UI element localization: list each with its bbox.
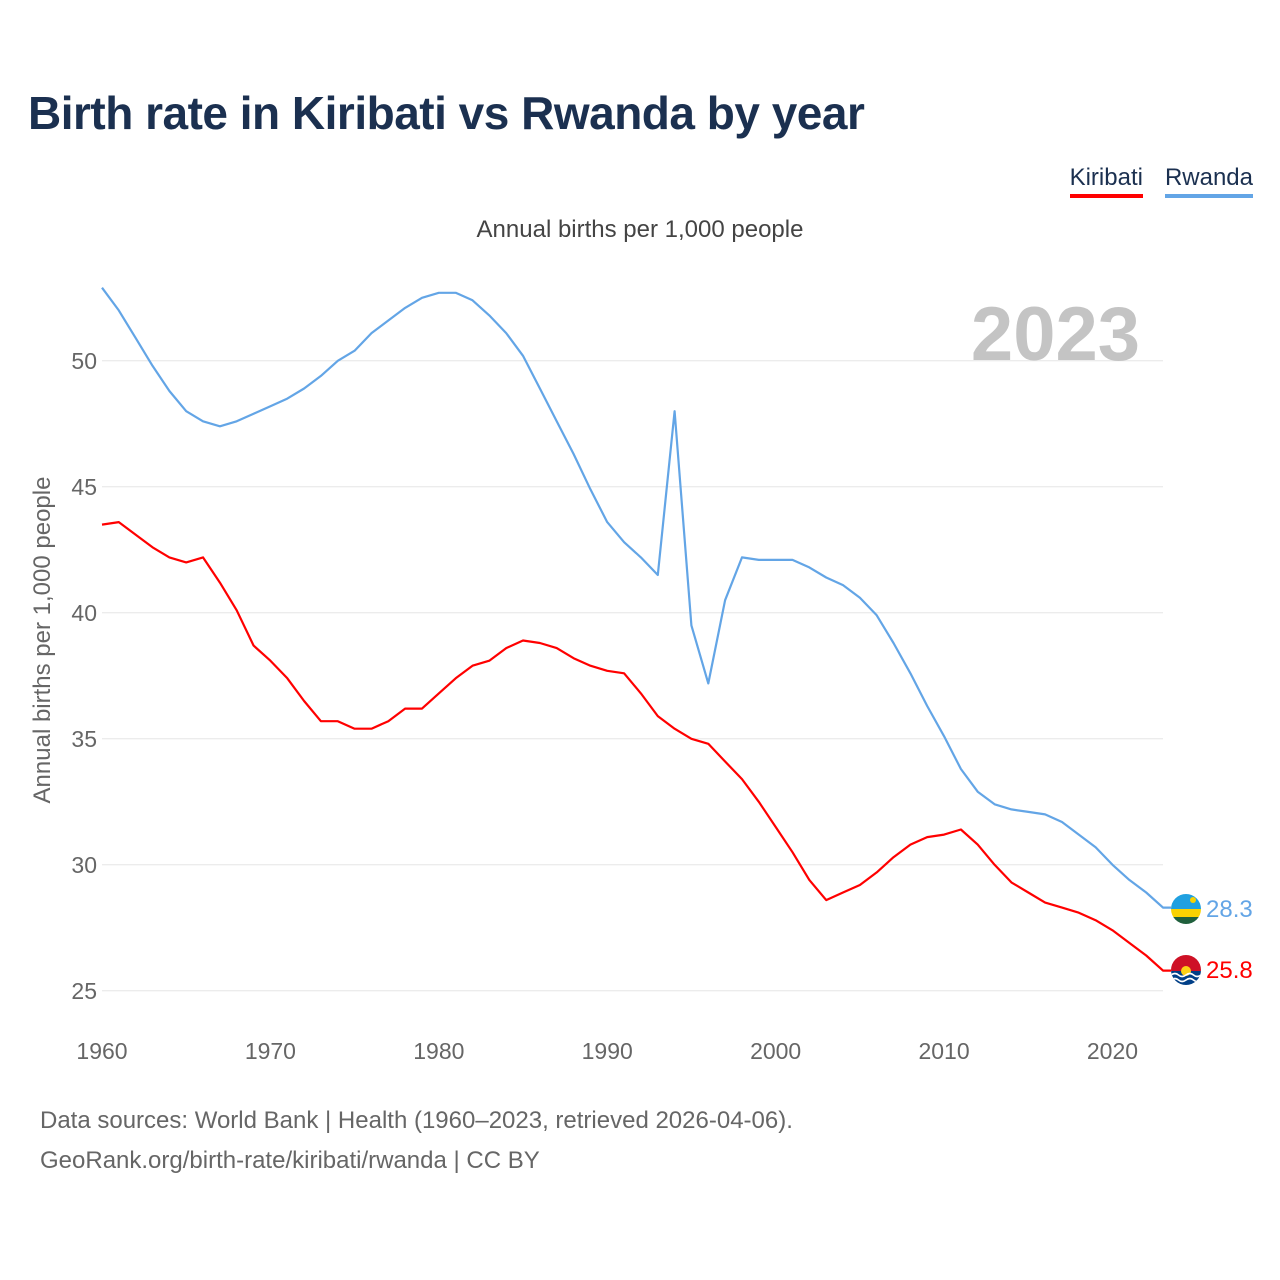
series-line-kiribati[interactable]	[101, 520, 1171, 972]
y-axis-title: Annual births per 1,000 people	[29, 477, 56, 804]
chart-subtitle: Annual births per 1,000 people	[476, 216, 804, 243]
kiribati-flag-icon	[1171, 955, 1201, 985]
y-tick-label: 40	[71, 600, 97, 626]
legend: Kiribati Rwanda	[1069, 164, 1253, 198]
chart-title: Birth rate in Kiribati vs Rwanda by year	[28, 87, 865, 139]
end-label-rwanda: 28.3	[1206, 896, 1253, 923]
x-tick-label: 2010	[918, 1038, 969, 1064]
y-tick-label: 30	[71, 852, 97, 878]
x-tick-label: 1990	[582, 1038, 633, 1064]
x-tick-label: 2020	[1087, 1038, 1138, 1064]
end-label-kiribati: 25.8	[1206, 957, 1253, 984]
legend-item-kiribati[interactable]: Kiribati	[1069, 164, 1143, 198]
rwanda-flag-icon	[1171, 894, 1201, 924]
year-label: 2023	[971, 292, 1140, 377]
source-note: Data sources: World Bank | Health (1960–…	[40, 1107, 793, 1134]
x-tick-label: 1970	[245, 1038, 296, 1064]
x-tick-label: 1960	[76, 1038, 127, 1064]
legend-item-rwanda[interactable]: Rwanda	[1164, 164, 1253, 198]
y-tick-label: 35	[71, 726, 97, 752]
x-tick-label: 2000	[750, 1038, 801, 1064]
y-tick-label: 25	[71, 978, 97, 1004]
y-tick-label: 50	[71, 348, 97, 374]
y-tick-label: 45	[71, 474, 97, 500]
source-url[interactable]: GeoRank.org/birth-rate/kiribati/rwanda |…	[40, 1147, 540, 1174]
series-line-rwanda[interactable]	[101, 287, 1171, 909]
x-tick-label: 1980	[413, 1038, 464, 1064]
line-chart: 25 30 35 40 45 50 1960 1970 1980 1990 2000 2010 2020…	[29, 287, 1253, 1064]
